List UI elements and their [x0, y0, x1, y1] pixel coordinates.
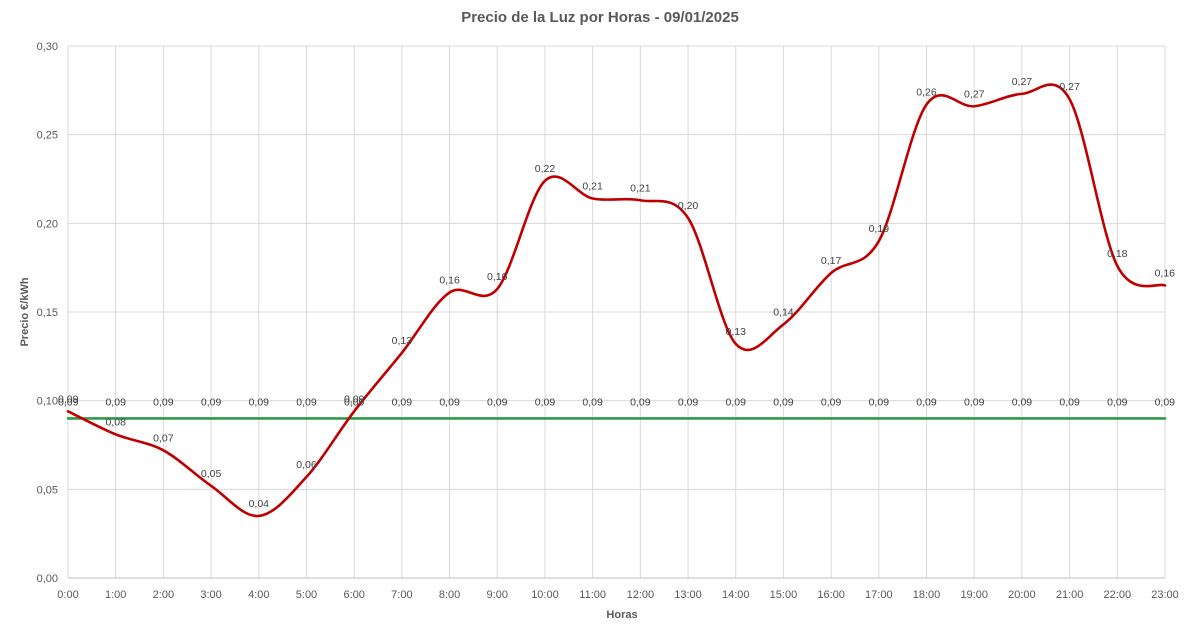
price-data-label: 0,26 [916, 87, 937, 99]
y-tick-label: 0,30 [37, 41, 58, 53]
x-tick-label: 23:00 [1151, 589, 1179, 601]
x-axis-title: Horas [606, 609, 637, 621]
reference-data-label: 0,09 [392, 396, 413, 408]
x-tick-label: 21:00 [1056, 589, 1084, 601]
x-tick-label: 8:00 [439, 589, 460, 601]
reference-data-label: 0,09 [869, 396, 890, 408]
x-tick-label: 3:00 [200, 589, 221, 601]
reference-data-label: 0,09 [821, 396, 842, 408]
price-series-line [66, 83, 1167, 518]
price-data-label: 0,06 [296, 459, 317, 471]
price-data-label: 0,21 [630, 182, 651, 194]
y-tick-label: 0,25 [37, 130, 58, 142]
reference-data-label: 0,09 [582, 396, 603, 408]
price-data-label: 0,27 [1012, 76, 1033, 88]
x-tick-label: 17:00 [865, 589, 893, 601]
reference-data-label: 0,09 [105, 396, 126, 408]
price-data-label: 0,09 [58, 393, 79, 405]
price-data-label: 0,18 [1107, 248, 1128, 260]
x-tick-label: 7:00 [391, 589, 412, 601]
y-tick-label: 0,00 [37, 573, 58, 585]
price-data-label: 0,19 [869, 223, 890, 235]
y-tick-label: 0,10 [37, 396, 58, 408]
x-tick-label: 0:00 [57, 589, 78, 601]
gridlines [67, 45, 1166, 579]
reference-data-label: 0,09 [249, 396, 270, 408]
price-data-label: 0,09 [344, 393, 365, 405]
reference-data-label: 0,09 [153, 396, 174, 408]
reference-data-label: 0,09 [344, 396, 365, 408]
data-labels: 0,09 0,08 0,07 0,05 0,04 0,06 0,09 0,13 0,16 0,16… [58, 76, 1175, 510]
price-data-label: 0,13 [726, 326, 747, 338]
y-axis-title: Precio €/kWh [19, 277, 31, 346]
reference-data-label: 0,09 [201, 396, 222, 408]
chart-title: Precio de la Luz por Horas - 09/01/2025 [461, 9, 739, 26]
price-data-label: 0,27 [964, 88, 985, 100]
reference-data-label: 0,09 [1012, 396, 1033, 408]
price-data-label: 0,04 [249, 498, 270, 510]
price-data-label: 0,27 [1059, 81, 1080, 93]
price-data-label: 0,13 [392, 335, 413, 347]
reference-data-label: 0,09 [773, 396, 794, 408]
price-data-label: 0,21 [582, 181, 603, 193]
reference-data-label: 0,09 [630, 396, 651, 408]
x-tick-label: 16:00 [817, 589, 845, 601]
x-tick-label: 4:00 [248, 589, 269, 601]
x-tick-label: 13:00 [674, 589, 702, 601]
price-data-label: 0,22 [535, 163, 556, 175]
x-tick-label: 5:00 [296, 589, 317, 601]
price-data-label: 0,05 [201, 468, 222, 480]
x-tick-label: 18:00 [913, 589, 941, 601]
series [66, 83, 1167, 518]
price-data-label: 0,16 [487, 271, 508, 283]
reference-data-label: 0,09 [1059, 396, 1080, 408]
price-data-label: 0,16 [439, 274, 460, 286]
y-tick-label: 0,20 [37, 218, 58, 230]
reference-data-label: 0,09 [487, 396, 508, 408]
reference-data-label: 0,09 [678, 396, 699, 408]
x-tick-label: 9:00 [487, 589, 508, 601]
reference-data-label: 0,09 [439, 396, 460, 408]
price-data-label: 0,16 [1155, 267, 1176, 279]
reference-data-label: 0,09 [726, 396, 747, 408]
price-data-label: 0,14 [773, 306, 794, 318]
x-tick-label: 6:00 [343, 589, 364, 601]
reference-data-label: 0,09 [1107, 396, 1128, 408]
x-tick-label: 12:00 [627, 589, 655, 601]
x-tick-label: 1:00 [105, 589, 126, 601]
reference-data-label: 0,09 [535, 396, 556, 408]
price-data-label: 0,08 [105, 416, 126, 428]
x-tick-label: 2:00 [153, 589, 174, 601]
y-tick-label: 0,05 [37, 484, 58, 496]
reference-data-label: 0,09 [296, 396, 317, 408]
x-tick-label: 14:00 [722, 589, 750, 601]
axes: 0:00 1:00 2:00 3:00 4:00 5:00 6:00 7:00 8:00 9:00… [37, 41, 1179, 601]
x-tick-label: 10:00 [531, 589, 559, 601]
x-tick-label: 22:00 [1104, 589, 1132, 601]
x-tick-label: 15:00 [770, 589, 798, 601]
y-tick-label: 0,15 [37, 307, 58, 319]
price-data-label: 0,20 [678, 200, 699, 212]
x-tick-label: 20:00 [1008, 589, 1036, 601]
reference-data-label: 0,09 [916, 396, 937, 408]
reference-data-label: 0,09 [1155, 396, 1176, 408]
reference-data-label: 0,09 [58, 396, 79, 408]
reference-data-label: 0,09 [964, 396, 985, 408]
price-data-label: 0,17 [821, 255, 842, 267]
x-tick-label: 19:00 [960, 589, 988, 601]
x-tick-label: 11:00 [579, 589, 606, 601]
price-data-label: 0,07 [153, 432, 174, 444]
